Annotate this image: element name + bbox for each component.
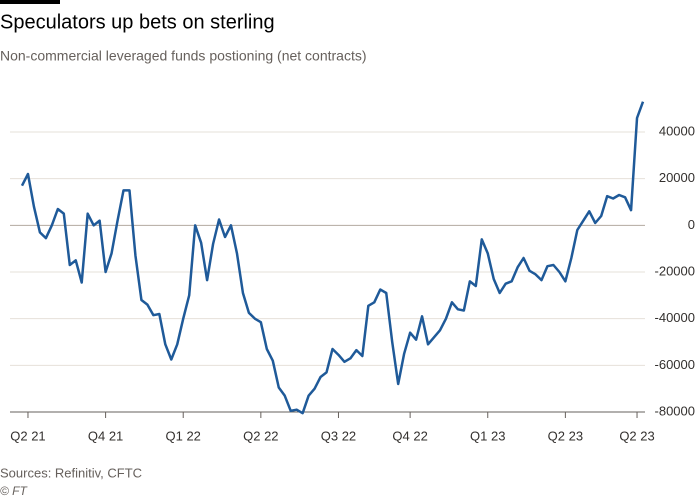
x-tick-label: Q2 23 (619, 428, 654, 443)
x-tick-label: Q3 22 (321, 428, 356, 443)
x-tick-label: Q2 22 (243, 428, 278, 443)
x-tick-label: Q2 21 (10, 428, 45, 443)
x-tick-label: Q1 22 (166, 428, 201, 443)
y-tick-label: -60000 (655, 357, 695, 372)
y-tick-label: 20000 (659, 170, 695, 185)
x-tick-label: Q2 23 (548, 428, 583, 443)
series-line (20, 101, 645, 415)
x-tick-label: Q1 23 (470, 428, 505, 443)
y-tick-label: -20000 (655, 263, 695, 278)
y-tick-label: -40000 (655, 310, 695, 325)
chart-subtitle: Non-commercial leveraged funds postionin… (0, 48, 367, 64)
credit: © FT (0, 484, 29, 498)
x-tick-label: Q4 22 (392, 428, 427, 443)
source: Sources: Refinitiv, CFTC (0, 465, 142, 480)
y-tick-label: 40000 (659, 123, 695, 138)
y-tick-label: 0 (688, 217, 695, 232)
y-tick-label: -80000 (655, 403, 695, 418)
brand-bar (0, 0, 60, 4)
x-tick-label: Q4 21 (88, 428, 123, 443)
chart-title: Speculators up bets on sterling (0, 11, 275, 33)
